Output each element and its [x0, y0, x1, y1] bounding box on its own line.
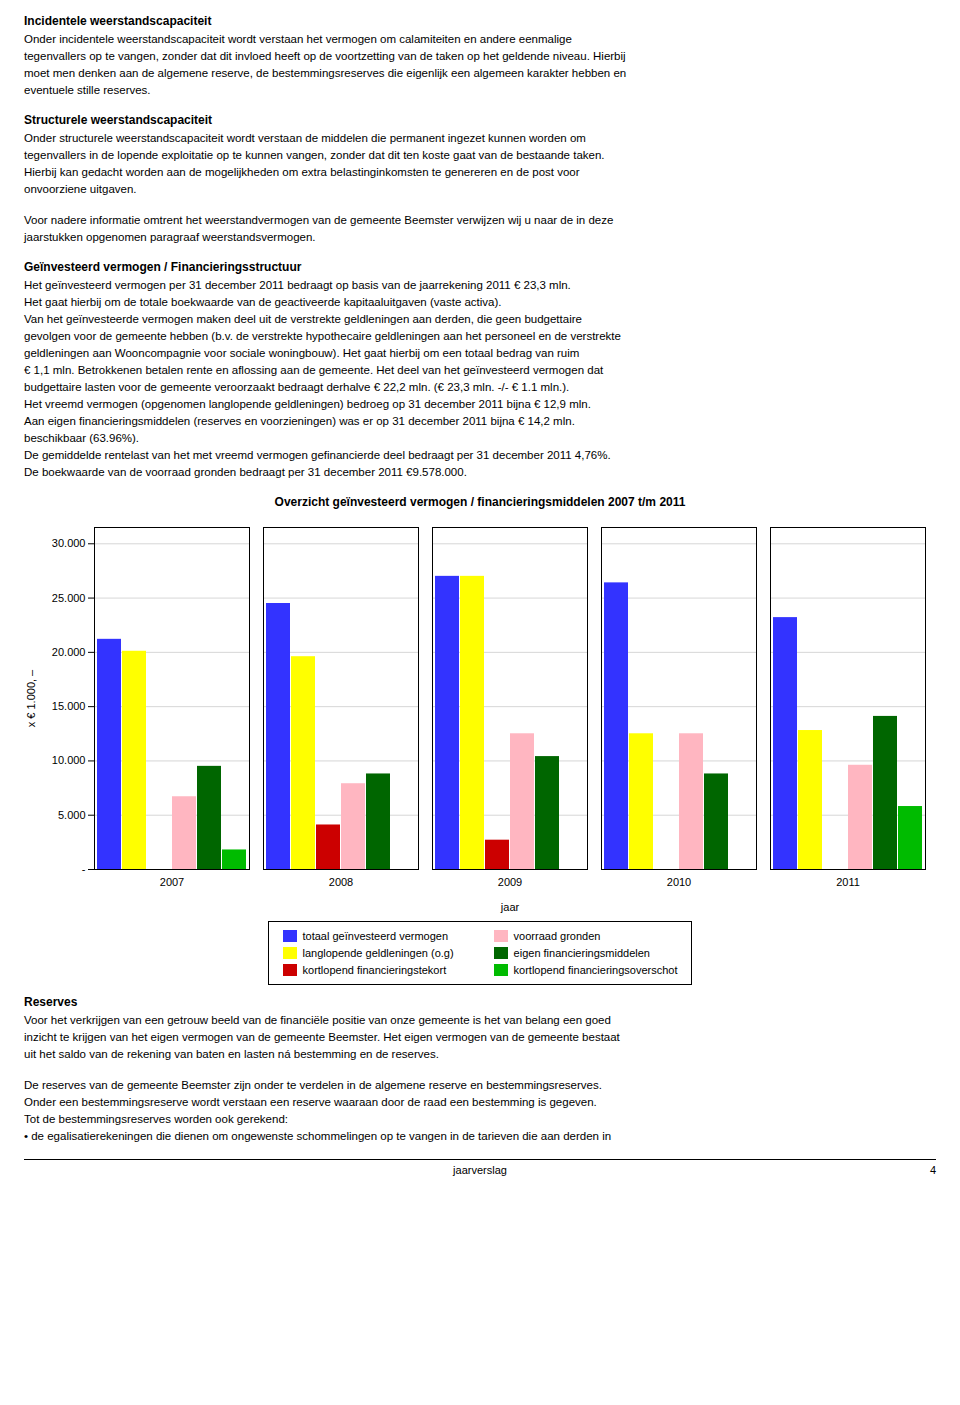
html-text:Structurele weerstandscapacite: Structurele weerstandscapaciteit	[24, 113, 213, 127]
svg-text:25.000: 25.000	[52, 592, 86, 604]
html-text:Het gaat hierbij om de totale: Het gaat hierbij om de totale boekwaarde…	[24, 296, 502, 308]
html-text:jaarverslag: jaarverslag	[453, 1164, 507, 1176]
svg-text:2008: 2008	[329, 876, 353, 888]
html-text:eigen financieringsmiddelen: eigen financieringsmiddelen	[513, 947, 650, 959]
svg-text:-: -	[82, 863, 86, 875]
html-text:Voor het verkrijgen van een ge: Voor het verkrijgen van een getrouw beel…	[24, 1014, 611, 1026]
html-text:Onder een bestemmingsreserve w: Onder een bestemmingsreserve wordt verst…	[24, 1096, 597, 1108]
html-text:Aan eigen financieringsmiddele: Aan eigen financieringsmiddelen (reserve…	[24, 415, 575, 427]
html-text:kortlopend financieringsoversc: kortlopend financieringsoverschot	[513, 964, 678, 976]
html-text:Reserves: Reserves	[24, 995, 78, 1009]
svg-text:5.000: 5.000	[58, 809, 86, 821]
html-text:tegenvallers in de lopende exp: tegenvallers in de lopende exploitatie o…	[24, 149, 605, 161]
html-text:4: 4	[929, 1164, 936, 1176]
html-text:uit het saldo van de rekening: uit het saldo van de rekening van baten …	[24, 1048, 439, 1060]
html-text:De reserves van de gemeente Be: De reserves van de gemeente Beemster zij…	[24, 1079, 602, 1091]
html-text:€ 1,1 mln. Betrokkenen betalen: € 1,1 mln. Betrokkenen betalen rente en …	[24, 364, 604, 376]
html-text:onvoorziene uitgaven.: onvoorziene uitgaven.	[24, 183, 137, 195]
svg-text:30.000: 30.000	[52, 537, 86, 549]
svg-text:2007: 2007	[160, 876, 184, 888]
html-text:voorraad gronden: voorraad gronden	[513, 930, 601, 942]
svg-text:2010: 2010	[667, 876, 691, 888]
html-text:totaal geïnvesteerd vermogen: totaal geïnvesteerd vermogen	[302, 930, 449, 942]
html-text:Het vreemd vermogen (opgenomen: Het vreemd vermogen (opgenomen langlopen…	[24, 398, 591, 410]
svg-text:2011: 2011	[836, 876, 860, 888]
html-text:• de egalisatierekeningen die: • de egalisatierekeningen die dienen om …	[24, 1130, 612, 1142]
html-text:eventuele stille reserves.: eventuele stille reserves.	[24, 84, 151, 96]
html-text:De boekwaarde van de voorraad: De boekwaarde van de voorraad gronden be…	[24, 466, 467, 478]
html-text:Incidentele weerstandscapacite: Incidentele weerstandscapaciteit	[24, 14, 212, 28]
html-text:Voor nadere informatie omtrent: Voor nadere informatie omtrent het weers…	[24, 214, 614, 226]
html-text:jaarstukken opgenomen paragraa: jaarstukken opgenomen paragraaf weerstan…	[24, 231, 316, 243]
html-text:budgettaire lasten voor de gem: budgettaire lasten voor de gemeente vero…	[24, 381, 570, 393]
html-text:Overzicht geïnvesteerd vermoge: Overzicht geïnvesteerd vermogen / financ…	[274, 495, 686, 509]
svg-text:10.000: 10.000	[52, 754, 86, 766]
html-text:langlopende geldleningen (o.g): langlopende geldleningen (o.g)	[302, 947, 454, 959]
html-text:Van het geïnvesteerde vermogen: Van het geïnvesteerde vermogen maken dee…	[24, 313, 582, 325]
html-text:moet men denken aan de algemen: moet men denken aan de algemene reserve,…	[24, 67, 627, 79]
html-text:geldleningen aan Wooncompagnie: geldleningen aan Wooncompagnie voor soci…	[24, 347, 580, 359]
svg-text:x € 1.000, –: x € 1.000, –	[25, 669, 37, 727]
html-text:Het geïnvesteerd vermogen per: Het geïnvesteerd vermogen per 31 decembe…	[24, 279, 571, 291]
html-text:tegenvallers op te vangen, zon: tegenvallers op te vangen, zonder dat di…	[24, 50, 626, 62]
html-text:gevolgen voor de gemeente hebb: gevolgen voor de gemeente hebben (b.v. d…	[24, 330, 621, 342]
html-text:inzicht te krijgen van het eig: inzicht te krijgen van het eigen vermoge…	[24, 1031, 620, 1043]
html-text:Onder incidentele weerstandsca: Onder incidentele weerstandscapaciteit w…	[24, 33, 572, 45]
html-text:Geïnvesteerd vermogen / Financ: Geïnvesteerd vermogen / Financieringsstr…	[24, 260, 302, 274]
html-text:Onder structurele weerstandsca: Onder structurele weerstandscapaciteit w…	[24, 132, 586, 144]
svg-text:20.000: 20.000	[52, 646, 86, 658]
html-text:kortlopend financieringstekort: kortlopend financieringstekort	[302, 964, 447, 976]
svg-text:2009: 2009	[498, 876, 522, 888]
html-text:Hierbij kan gedacht worden aan: Hierbij kan gedacht worden aan de mogeli…	[24, 166, 580, 178]
html-text:Tot de bestemmingsreserves wor: Tot de bestemmingsreserves worden ook ge…	[24, 1113, 288, 1125]
html-text:beschikbaar (63.96%).: beschikbaar (63.96%).	[24, 432, 140, 444]
html-text:De gemiddelde rentelast van he: De gemiddelde rentelast van het met vree…	[24, 449, 611, 461]
svg-text:jaar: jaar	[500, 901, 520, 913]
svg-text:15.000: 15.000	[52, 700, 86, 712]
